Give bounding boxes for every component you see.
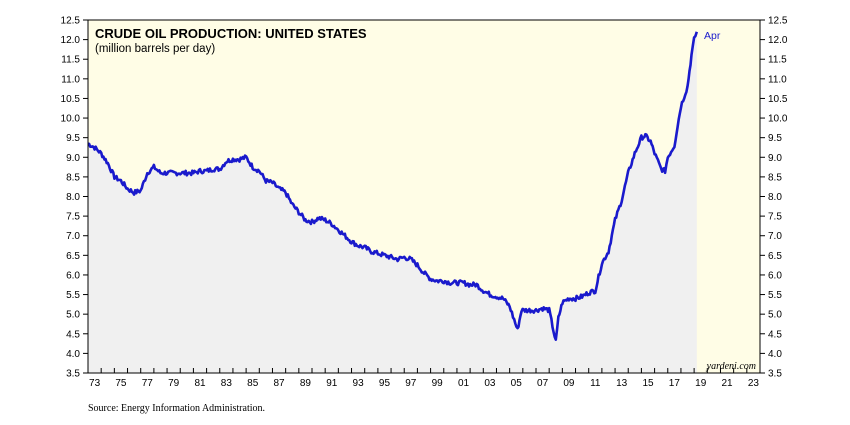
- y-tick-label: 10.5: [61, 94, 81, 105]
- y-tick-label: 6.0: [768, 270, 782, 281]
- y-tick-label: 11.5: [61, 55, 80, 66]
- x-tick-label: 85: [247, 378, 259, 389]
- x-tick-label: 97: [405, 378, 417, 389]
- y-tick-label: 9.0: [66, 153, 80, 164]
- y-tick-label: 10.0: [61, 114, 81, 125]
- y-tick-label: 4.5: [66, 329, 80, 340]
- y-tick-label: 4.5: [768, 329, 782, 340]
- watermark: yardeni.com: [706, 361, 756, 372]
- x-tick-label: 93: [353, 378, 365, 389]
- y-tick-label: 9.5: [768, 133, 782, 144]
- y-tick-label: 6.5: [66, 251, 80, 262]
- source-note: Source: Energy Information Administratio…: [88, 403, 265, 414]
- x-tick-label: 21: [721, 378, 733, 389]
- y-tick-label: 11.5: [768, 55, 787, 66]
- y-tick-label: 12.0: [768, 35, 788, 46]
- y-tick-label: 4.0: [768, 349, 782, 360]
- y-tick-label: 8.0: [66, 192, 80, 203]
- production-series-line: [87, 31, 699, 341]
- y-tick-label: 3.5: [66, 369, 80, 380]
- x-tick-label: 77: [142, 378, 154, 389]
- x-tick-label: 17: [669, 378, 681, 389]
- y-tick-label: 6.5: [768, 251, 782, 262]
- x-tick-label: 09: [563, 378, 575, 389]
- y-tick-label: 11.0: [768, 74, 787, 85]
- plot-frame: [87, 19, 761, 374]
- x-tick-label: 13: [616, 378, 628, 389]
- y-tick-label: 9.0: [768, 153, 782, 164]
- x-tick-label: 15: [642, 378, 654, 389]
- x-tick-label: 07: [537, 378, 549, 389]
- x-tick-label: 23: [748, 378, 760, 389]
- x-tick-label: 99: [432, 378, 444, 389]
- y-tick-label: 7.0: [768, 231, 782, 242]
- x-tick-label: 03: [484, 378, 496, 389]
- y-tick-label: 8.0: [768, 192, 782, 203]
- latest-month-annotation: Apr: [704, 30, 721, 42]
- chart-title: CRUDE OIL PRODUCTION: UNITED STATES: [95, 26, 367, 41]
- x-tick-label: 89: [300, 378, 312, 389]
- y-tick-label: 5.5: [66, 290, 80, 301]
- y-tick-label: 5.5: [768, 290, 782, 301]
- x-tick-label: 19: [695, 378, 707, 389]
- x-tick-label: 87: [273, 378, 285, 389]
- y-tick-label: 7.5: [768, 212, 782, 223]
- x-tick-label: 01: [458, 378, 470, 389]
- y-tick-label: 12.5: [768, 16, 788, 27]
- y-tick-label: 3.5: [768, 369, 782, 380]
- x-tick-label: 83: [221, 378, 233, 389]
- x-tick-label: 73: [89, 378, 101, 389]
- y-tick-label: 12.0: [61, 35, 81, 46]
- y-tick-label: 11.0: [61, 74, 80, 85]
- y-tick-label: 10.5: [768, 94, 788, 105]
- chart-subtitle: (million barrels per day): [95, 43, 215, 55]
- y-tick-label: 7.5: [66, 212, 80, 223]
- x-tick-label: 95: [379, 378, 391, 389]
- y-axis-right: 3.5 4.0 4.5 5.0 5.5 6.0 6.5 7.0 7.5 8.0 8.5 9.0 9.5 1…: [760, 16, 788, 380]
- y-axis-left: 3.5 4.0 4.5 5.0 5.5 6.0 6.5 7.0 7.5 8.0 8.5 9.0 9.5 1…: [61, 16, 88, 380]
- y-tick-label: 8.5: [768, 172, 782, 183]
- y-tick-label: 10.0: [768, 114, 788, 125]
- x-tick-label: 05: [511, 378, 523, 389]
- x-tick-label: 79: [168, 378, 180, 389]
- y-tick-label: 4.0: [66, 349, 80, 360]
- x-tick-label: 91: [326, 378, 338, 389]
- x-axis: 73 75 77 79 81 83 85 87 89 91 93 95 97 99 01 03 05 07 09 11…: [87, 368, 761, 389]
- x-tick-label: 81: [194, 378, 206, 389]
- x-tick-label: 11: [590, 378, 601, 389]
- x-tick-label: 75: [115, 378, 127, 389]
- area-under-line: [88, 31, 697, 374]
- y-tick-label: 12.5: [61, 16, 81, 27]
- y-tick-label: 7.0: [66, 231, 80, 242]
- y-tick-label: 5.0: [66, 310, 80, 321]
- y-tick-label: 9.5: [66, 133, 80, 144]
- y-tick-label: 6.0: [66, 270, 80, 281]
- y-tick-label: 8.5: [66, 172, 80, 183]
- y-tick-label: 5.0: [768, 310, 782, 321]
